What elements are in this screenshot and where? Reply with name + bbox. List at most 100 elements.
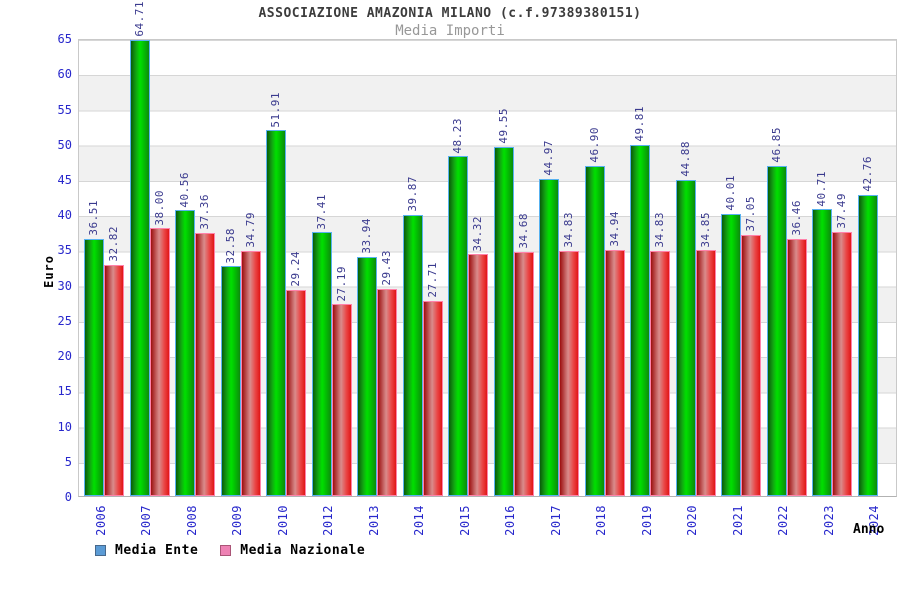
legend-swatch-media-nazionale [220,545,232,556]
bar-media-nazionale-2018 [604,249,625,496]
bar-media-ente-2016 [493,146,514,496]
bar-media-nazionale-2010 [286,290,306,496]
x-tick-2009: 2009 [230,505,245,536]
bar-group-2015: 48.23 34.32 [443,40,489,496]
value-label-media-nazionale-2010: 29.24 [289,251,302,287]
value-label-media-ente-2008: 40.56 [178,171,191,208]
bar-group-2024: 42.76 [853,40,899,496]
value-label-media-ente-2024: 42.76 [860,156,874,192]
bar-media-nazionale-2017 [559,250,579,496]
y-tick-0: 0 [64,490,72,504]
x-tick-2019: 2019 [639,505,654,536]
value-label-media-nazionale-2015: 34.32 [471,215,484,252]
x-tick-2010: 2010 [275,505,290,536]
value-label-media-ente-2020: 44.88 [678,141,692,177]
bar-media-ente-2021 [721,214,741,496]
y-tick-45: 45 [57,172,72,187]
value-label-media-nazionale-2019: 34.83 [653,211,666,248]
bar-group-2006: 36.51 32.82 [79,40,125,496]
y-axis: 0 5 10 15 20 25 30 35 40 45 50 55 60 65 [0,32,72,504]
y-tick-40: 40 [57,208,72,223]
value-label-media-nazionale-2018: 34.94 [607,211,621,247]
x-tick-2008: 2008 [184,505,199,536]
y-tick-35: 35 [57,243,72,258]
bar-group-2009: 32.58 34.79 [216,40,262,496]
y-tick-20: 20 [57,349,72,364]
value-label-media-ente-2021: 40.01 [724,175,737,212]
legend-label-media-nazionale: Media Nazionale [240,543,366,558]
value-label-media-ente-2009: 32.58 [223,227,237,264]
x-tick-2007: 2007 [139,505,154,536]
bar-media-ente-2023 [812,209,832,496]
y-tick-55: 55 [57,102,72,117]
bar-media-nazionale-2012 [331,304,352,496]
bar-media-nazionale-2020 [695,250,716,496]
x-tick-2023: 2023 [821,505,836,536]
bar-media-ente-2022 [766,165,787,496]
value-label-media-ente-2006: 36.51 [87,200,100,236]
y-tick-10: 10 [57,419,72,434]
value-label-media-ente-2018: 46.90 [587,126,601,163]
value-label-media-ente-2007: 64.71 [132,1,146,37]
value-label-media-ente-2016: 49.55 [496,108,510,144]
value-label-media-ente-2015: 48.23 [451,117,464,154]
legend: Media Ente Media Nazionale [95,543,387,558]
value-label-media-nazionale-2022: 36.46 [789,200,803,237]
x-axis-title: Anno [853,522,885,537]
value-label-media-nazionale-2017: 34.83 [562,211,575,248]
value-label-media-nazionale-2016: 34.68 [516,212,530,249]
bar-group-2014: 39.87 27.71 [398,40,444,496]
bar-media-nazionale-2014 [422,300,443,496]
value-label-media-ente-2012: 37.41 [314,193,328,230]
bar-media-ente-2017 [539,179,559,496]
bar-media-nazionale-2008 [195,232,215,496]
value-label-media-nazionale-2007: 38.00 [152,189,166,226]
x-tick-2012: 2012 [321,505,336,536]
bar-group-2010: 51.91 29.24 [261,40,307,496]
value-label-media-ente-2013: 33.94 [360,218,373,254]
bar-media-ente-2009 [220,266,241,496]
y-tick-25: 25 [57,313,72,328]
bar-media-ente-2020 [675,179,696,496]
bar-media-ente-2014 [402,215,423,496]
bar-media-nazionale-2015 [468,254,488,496]
value-label-media-nazionale-2023: 37.49 [835,193,848,229]
bar-group-2016: 49.55 34.68 [489,40,535,496]
value-label-media-nazionale-2020: 34.85 [698,211,712,248]
y-tick-5: 5 [64,454,72,469]
y-tick-60: 60 [57,67,72,82]
x-tick-2022: 2022 [776,505,791,536]
bar-group-2012: 37.41 27.19 [307,40,353,496]
bar-media-nazionale-2016 [513,251,534,496]
bar-media-nazionale-2007 [149,228,170,496]
y-tick-50: 50 [57,137,72,152]
x-tick-2015: 2015 [457,505,472,536]
bar-group-2008: 40.56 37.36 [170,40,216,496]
x-tick-2014: 2014 [412,505,427,536]
bar-group-2018: 46.90 34.94 [580,40,626,496]
bar-group-2023: 40.71 37.49 [807,40,853,496]
bar-media-ente-2006 [84,238,104,496]
bar-media-ente-2010 [266,130,286,496]
value-label-media-ente-2023: 40.71 [815,170,828,207]
plot-area: 36.51 32.82 64.71 38.00 40.56 37.36 32.58 34.79… [78,1,899,497]
x-tick-2006: 2006 [93,505,108,536]
bar-media-nazionale-2023 [832,231,852,496]
value-label-media-nazionale-2009: 34.79 [243,212,257,248]
bar-media-nazionale-2019 [650,250,670,496]
y-tick-15: 15 [57,384,72,399]
x-tick-2017: 2017 [548,505,563,536]
value-label-media-nazionale-2013: 29.43 [380,249,393,286]
bar-media-ente-2008 [175,210,195,496]
bar-group-2021: 40.01 37.05 [716,40,762,496]
bar-media-ente-2013 [357,256,377,496]
bar-media-nazionale-2006 [104,264,124,496]
value-label-media-ente-2022: 46.85 [769,127,783,163]
x-tick-2013: 2013 [366,505,381,536]
x-tick-2016: 2016 [503,505,518,536]
value-label-media-ente-2017: 44.97 [542,140,555,177]
bar-media-ente-2018 [584,165,605,496]
bar-media-nazionale-2009 [240,250,261,496]
x-tick-2021: 2021 [730,505,745,536]
